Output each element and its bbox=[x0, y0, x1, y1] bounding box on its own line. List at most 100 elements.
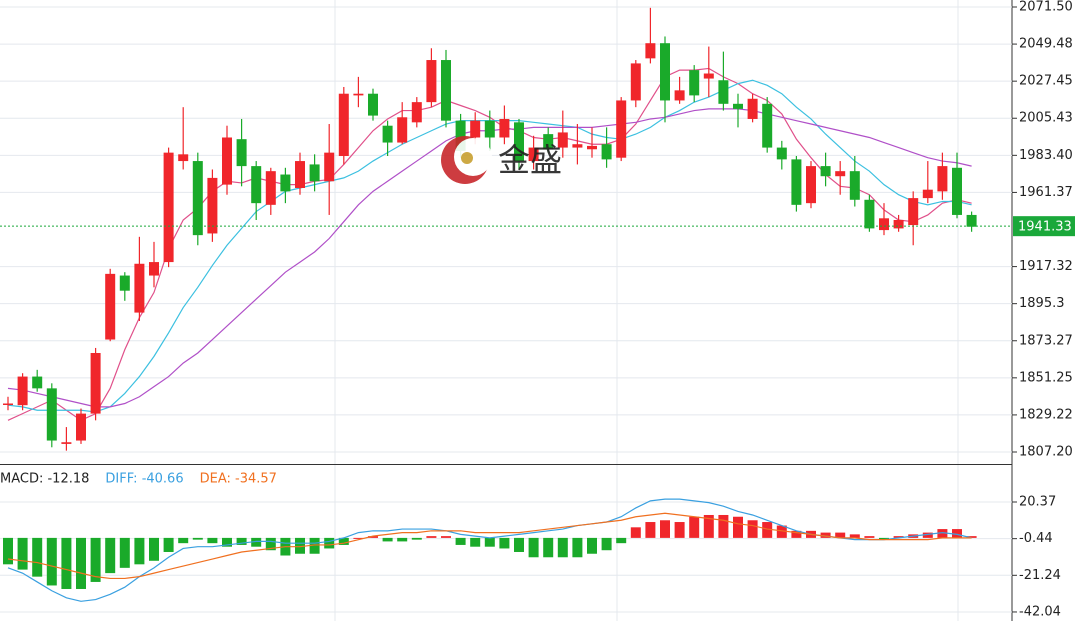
candle-body bbox=[338, 93, 349, 157]
macd-bar bbox=[324, 537, 335, 549]
candle-body bbox=[689, 70, 700, 96]
macd-bar bbox=[499, 537, 510, 549]
candle-body bbox=[353, 93, 364, 96]
macd-bar bbox=[849, 534, 860, 538]
candle-body bbox=[441, 60, 451, 121]
candle-body bbox=[616, 100, 627, 158]
y-tick-label: 1917.32 bbox=[1019, 259, 1073, 274]
macd-bar bbox=[645, 522, 656, 538]
macd-bar bbox=[922, 532, 933, 538]
macd-bar bbox=[426, 536, 437, 538]
candle-body bbox=[937, 166, 948, 192]
macd-bar bbox=[689, 516, 700, 538]
macd-bar bbox=[207, 537, 218, 544]
y-tick-label: 2027.45 bbox=[1019, 74, 1073, 89]
candle-body bbox=[791, 159, 802, 205]
macd-bar bbox=[236, 537, 247, 545]
candle-body bbox=[762, 103, 773, 148]
candle-body bbox=[61, 442, 72, 444]
candle-body bbox=[309, 164, 320, 182]
candle-body bbox=[192, 161, 203, 236]
y-tick-label: 1829.22 bbox=[1019, 407, 1073, 422]
y-tick-label: 1961.37 bbox=[1019, 185, 1073, 200]
macd-bar bbox=[893, 536, 904, 538]
candle-body bbox=[572, 144, 583, 148]
candle-body bbox=[236, 139, 247, 167]
candle-body bbox=[455, 120, 466, 151]
macd-bar bbox=[937, 529, 948, 538]
candle-body bbox=[32, 376, 43, 389]
macd-bar bbox=[90, 537, 101, 582]
macd-bar bbox=[411, 537, 422, 540]
candle-body bbox=[411, 102, 422, 123]
macd-bar bbox=[733, 516, 743, 538]
candle-body bbox=[820, 166, 831, 177]
macd-bar bbox=[966, 536, 977, 538]
macd-bar bbox=[616, 537, 627, 544]
candle-body bbox=[587, 145, 597, 150]
candle-body bbox=[528, 147, 539, 162]
macd-bar bbox=[17, 537, 28, 570]
macd-bar bbox=[46, 537, 57, 586]
candle-body bbox=[163, 152, 174, 263]
candle-body bbox=[543, 134, 554, 150]
macd-bar bbox=[105, 537, 116, 574]
candle-body bbox=[265, 171, 276, 205]
candle-body bbox=[134, 263, 145, 313]
candle-body bbox=[952, 167, 962, 215]
macd-bar bbox=[76, 537, 86, 589]
candle-body bbox=[703, 73, 714, 79]
macd-bar bbox=[353, 537, 364, 539]
candle-body bbox=[119, 275, 130, 291]
candle-body bbox=[426, 60, 437, 103]
macd-line bbox=[7, 512, 972, 580]
macd-bar bbox=[222, 537, 232, 547]
y-tick-label: 1873.27 bbox=[1019, 333, 1073, 348]
candle-body bbox=[893, 219, 904, 229]
macd-bar bbox=[149, 537, 159, 561]
y-tick-label: 20.37 bbox=[1019, 494, 1056, 509]
y-tick-label: 2071.50 bbox=[1019, 0, 1073, 15]
y-tick-label: 2005.43 bbox=[1019, 111, 1073, 126]
y-tick-label: -0.44 bbox=[1019, 531, 1053, 546]
candle-body bbox=[46, 388, 57, 441]
candle-body bbox=[674, 90, 685, 101]
macd-bar bbox=[674, 522, 685, 538]
candle-body bbox=[660, 43, 670, 101]
candle-body bbox=[645, 43, 656, 59]
candle-body bbox=[470, 120, 481, 138]
macd-bar bbox=[718, 514, 729, 538]
candle-body bbox=[251, 166, 262, 204]
candle-body bbox=[806, 166, 816, 204]
y-tick-label: 1895.3 bbox=[1019, 296, 1065, 311]
macd-bar bbox=[484, 537, 495, 547]
macd-bar bbox=[952, 529, 962, 538]
y-tick-label: -42.04 bbox=[1019, 604, 1061, 619]
legend-entry: DEA: -34.57 bbox=[200, 472, 277, 487]
macd-bar bbox=[572, 537, 583, 558]
last-price-label: 1941.33 bbox=[1018, 220, 1072, 235]
candle-body bbox=[499, 118, 510, 138]
candle-body bbox=[630, 63, 641, 101]
macd-bar bbox=[776, 525, 787, 538]
macd-bar bbox=[864, 536, 875, 538]
candle-body bbox=[835, 171, 846, 177]
candle-body bbox=[864, 199, 875, 229]
candle-body bbox=[557, 132, 568, 148]
candle-body bbox=[280, 174, 291, 192]
legend-entry: DIFF: -40.66 bbox=[105, 472, 183, 487]
macd-bar bbox=[835, 532, 846, 538]
candle-body bbox=[908, 198, 919, 226]
macd-bar bbox=[528, 537, 539, 558]
candle-body bbox=[849, 171, 860, 200]
macd-bar bbox=[601, 537, 612, 551]
macd-bar bbox=[338, 537, 349, 545]
macd-bar bbox=[791, 530, 802, 538]
candle-body bbox=[17, 376, 28, 406]
candle-body bbox=[733, 103, 743, 109]
y-tick-label: 2049.48 bbox=[1019, 37, 1073, 52]
macd-bar bbox=[441, 536, 451, 538]
macd-bar bbox=[251, 537, 262, 547]
macd-bar bbox=[368, 536, 378, 538]
